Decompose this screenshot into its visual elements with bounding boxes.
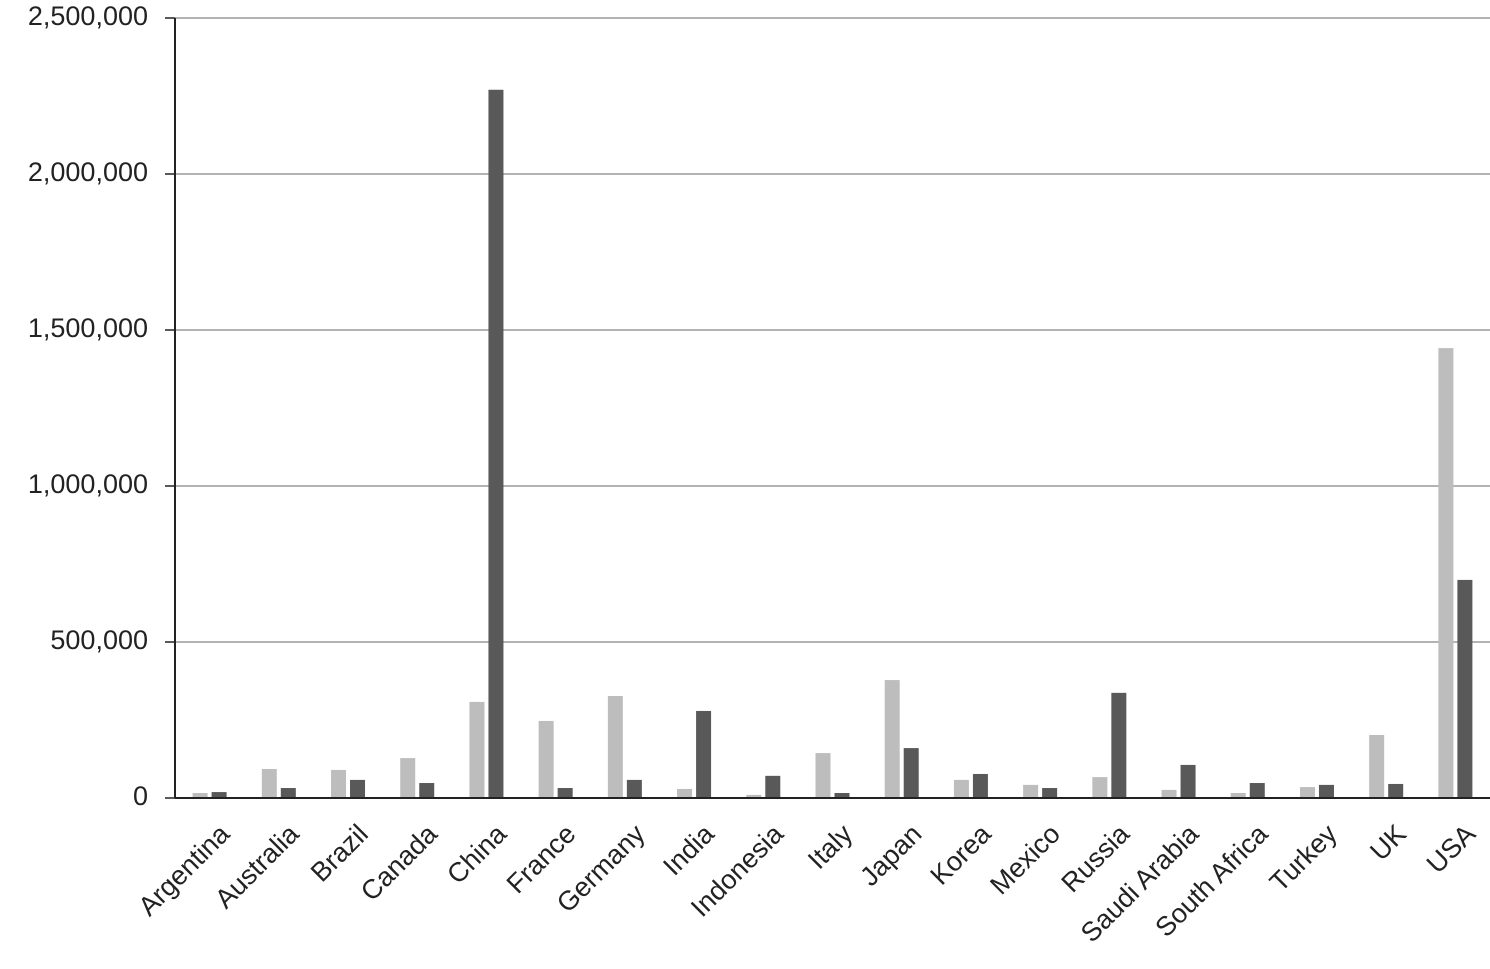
bar [765, 775, 781, 798]
bar [419, 783, 435, 798]
bar [903, 748, 919, 798]
bar [1092, 777, 1108, 798]
bar [469, 701, 485, 798]
bar [1388, 783, 1404, 798]
bar [350, 779, 366, 798]
bar [192, 793, 208, 798]
x-tick-label: Italy [802, 818, 859, 875]
y-tick-label: 1,000,000 [28, 469, 148, 499]
bar [488, 89, 504, 798]
x-tick-label: Japan [854, 819, 927, 892]
bar [1111, 692, 1127, 798]
bar [696, 710, 712, 798]
x-tick-label: USA [1421, 819, 1481, 879]
bar [261, 768, 277, 798]
x-tick-label: Mexico [984, 819, 1066, 901]
x-tick-label: Argentina [132, 818, 236, 922]
y-tick-label: 2,000,000 [28, 157, 148, 187]
bar [400, 758, 416, 798]
bar [746, 794, 762, 798]
bar [607, 695, 623, 798]
bar [1369, 734, 1385, 798]
bar [1318, 784, 1334, 798]
bar [815, 753, 831, 798]
bar [972, 773, 988, 798]
bar [677, 788, 693, 798]
bar [1457, 579, 1473, 798]
y-tick-label: 2,500,000 [28, 1, 148, 31]
bar [538, 720, 554, 798]
bar [884, 680, 900, 798]
bar [1180, 764, 1196, 798]
bar [1042, 788, 1058, 798]
bar [280, 788, 296, 798]
y-tick-label: 0 [133, 781, 148, 811]
x-tick-label: Canada [355, 818, 444, 907]
x-tick-label: India [657, 818, 720, 881]
bar [1249, 783, 1265, 798]
y-tick-label: 500,000 [50, 625, 148, 655]
bar [557, 788, 573, 798]
x-tick-label: UK [1364, 819, 1412, 867]
bar [953, 779, 969, 798]
bar [626, 779, 642, 798]
bar [1230, 793, 1246, 798]
y-tick-label: 1,500,000 [28, 313, 148, 343]
bar [1161, 789, 1177, 798]
bar [834, 793, 850, 798]
bar [1299, 787, 1315, 798]
bar [1438, 348, 1454, 798]
bar [331, 769, 347, 798]
x-tick-label: Turkey [1264, 818, 1343, 897]
bar [1023, 784, 1039, 798]
bar [211, 792, 227, 798]
